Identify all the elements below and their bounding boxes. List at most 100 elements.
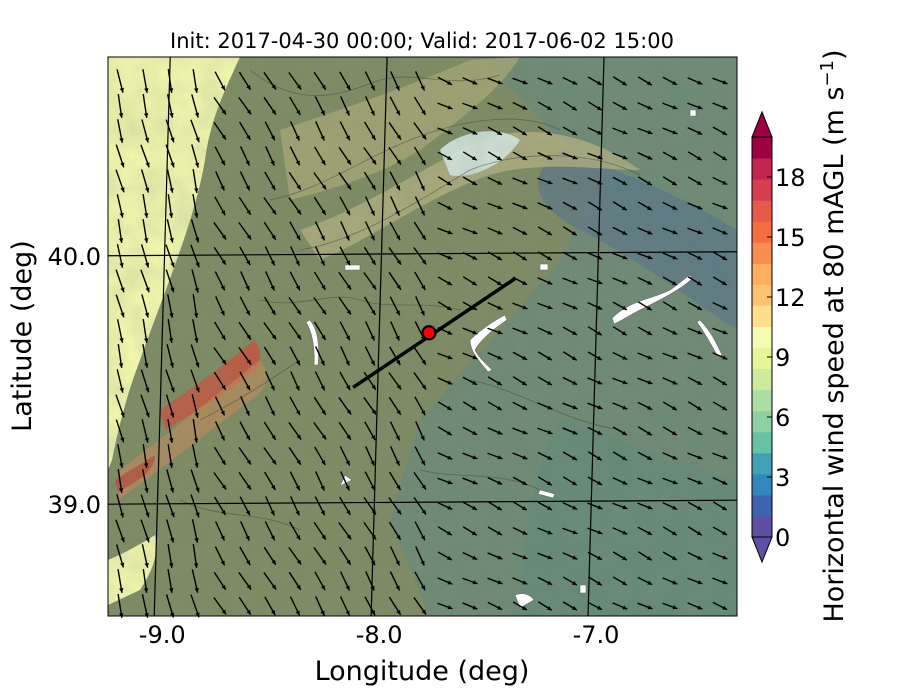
wind-arrow-205	[240, 271, 250, 291]
colorbar-tick-label-0: 0	[775, 524, 790, 552]
wind-arrow-346	[637, 401, 653, 411]
colorbar-bin-9	[752, 326, 772, 349]
wind-arrow-246	[637, 301, 653, 311]
wind-arrow-92	[537, 151, 553, 161]
wind-arrow-441	[512, 501, 528, 511]
wind-arrow-130	[238, 196, 252, 216]
wind-arrow-50	[117, 119, 124, 143]
wind-arrow-354	[214, 421, 226, 441]
wind-arrow-154	[213, 222, 227, 240]
wind-arrow-157	[289, 221, 301, 241]
wind-arrow-178	[190, 244, 200, 268]
wind-arrow-267	[537, 327, 553, 335]
wind-arrow-492	[537, 552, 553, 560]
wind-arrow-312	[413, 372, 427, 390]
wind-arrow-409	[340, 471, 350, 491]
wind-arrow-490	[487, 552, 503, 560]
wind-arrow-74	[712, 126, 728, 136]
wind-arrow-4	[214, 71, 226, 91]
wind-arrow-394	[587, 451, 603, 461]
wind-arrow-444	[587, 502, 603, 510]
wind-arrow-453	[191, 519, 199, 543]
wind-arrow-349	[712, 401, 728, 411]
wind-arrow-81	[265, 146, 275, 166]
wind-arrow-375	[117, 444, 124, 468]
wind-arrow-259	[339, 321, 351, 341]
colorbar-ticks: 0 3 6 9 12 15 18	[767, 164, 806, 552]
wind-arrow-227	[167, 294, 174, 318]
wind-arrow-459	[338, 522, 352, 540]
wind-arrow-491	[512, 552, 528, 560]
wind-arrow-36	[389, 96, 401, 116]
wind-arrow-539	[462, 602, 478, 610]
wind-arrow-160	[364, 221, 376, 241]
wind-arrow-297	[662, 352, 678, 360]
wind-arrow-62	[413, 122, 427, 140]
wind-arrow-446	[637, 502, 653, 510]
wind-arrow-347	[662, 401, 678, 411]
wind-arrow-244	[587, 301, 603, 311]
wind-arrow-351	[141, 419, 149, 443]
wind-arrow-436	[388, 497, 402, 515]
wind-arrow-445	[612, 502, 628, 510]
wind-arrow-540	[487, 601, 503, 611]
wind-arrow-545	[612, 602, 628, 610]
wind-arrow-63	[437, 127, 453, 135]
wind-arrow-197	[662, 252, 678, 260]
wind-arrow-18	[562, 76, 578, 86]
wind-arrow-230	[239, 296, 251, 316]
wind-arrow-397	[662, 452, 678, 460]
colorbar-bin-4	[752, 431, 772, 454]
wind-arrow-82	[289, 146, 301, 166]
wind-arrow-116	[512, 177, 528, 185]
wind-arrow-199	[712, 251, 728, 261]
wind-arrow-413	[437, 477, 453, 485]
wind-arrow-289	[462, 352, 478, 360]
wind-arrow-488	[437, 551, 453, 561]
wind-arrow-210	[363, 272, 377, 290]
wind-arrow-150	[117, 219, 124, 243]
wind-arrow-49	[712, 102, 728, 110]
wind-arrow-240	[487, 302, 503, 310]
wind-arrow-500	[117, 569, 124, 593]
wind-arrow-166	[512, 226, 528, 236]
wind-arrow-279	[213, 347, 227, 365]
wind-arrow-161	[389, 221, 401, 241]
wind-arrow-271	[637, 326, 653, 336]
wind-arrow-508	[314, 571, 326, 591]
wind-arrow-536	[388, 596, 402, 616]
wind-arrow-41	[512, 101, 528, 111]
wind-arrow-317	[537, 376, 553, 386]
wind-arrow-0	[116, 69, 124, 93]
wind-arrow-192	[537, 251, 553, 261]
wind-arrow-204	[214, 271, 226, 291]
chart-title: Init: 2017-04-30 00:00; Valid: 2017-06-0…	[170, 29, 674, 53]
wind-arrow-179	[213, 246, 227, 266]
wind-arrow-276	[142, 344, 149, 368]
wind-arrow-404	[213, 472, 227, 490]
wind-arrow-356	[263, 421, 277, 441]
wind-arrow-538	[437, 602, 453, 610]
wind-arrow-131	[263, 197, 277, 215]
wind-arrow-126	[142, 194, 149, 218]
colorbar-label: Horizontal wind speed at 80 mAGL (m s−1)	[817, 49, 850, 622]
colorbar-label-close: )	[819, 49, 850, 60]
wind-arrow-371	[637, 426, 653, 436]
wind-arrow-64	[462, 126, 478, 136]
colorbar-bin-7	[752, 368, 772, 391]
wind-arrow-481	[263, 546, 277, 566]
wind-arrow-158	[314, 221, 326, 241]
colorbar-bin-12	[752, 263, 772, 285]
wind-arrow-364	[462, 426, 478, 436]
wind-arrow-177	[165, 244, 175, 268]
wind-arrow-86	[388, 146, 402, 166]
wind-arrow-147	[662, 201, 678, 211]
wind-arrow-531	[264, 596, 276, 616]
wind-arrow-250	[116, 319, 124, 343]
wind-arrow-345	[612, 402, 628, 410]
wind-arrow-455	[240, 521, 250, 541]
wind-arrow-465	[487, 526, 503, 536]
colorbar-bin-8	[752, 347, 772, 370]
wind-arrow-485	[364, 546, 376, 566]
wind-arrow-229	[215, 296, 225, 316]
